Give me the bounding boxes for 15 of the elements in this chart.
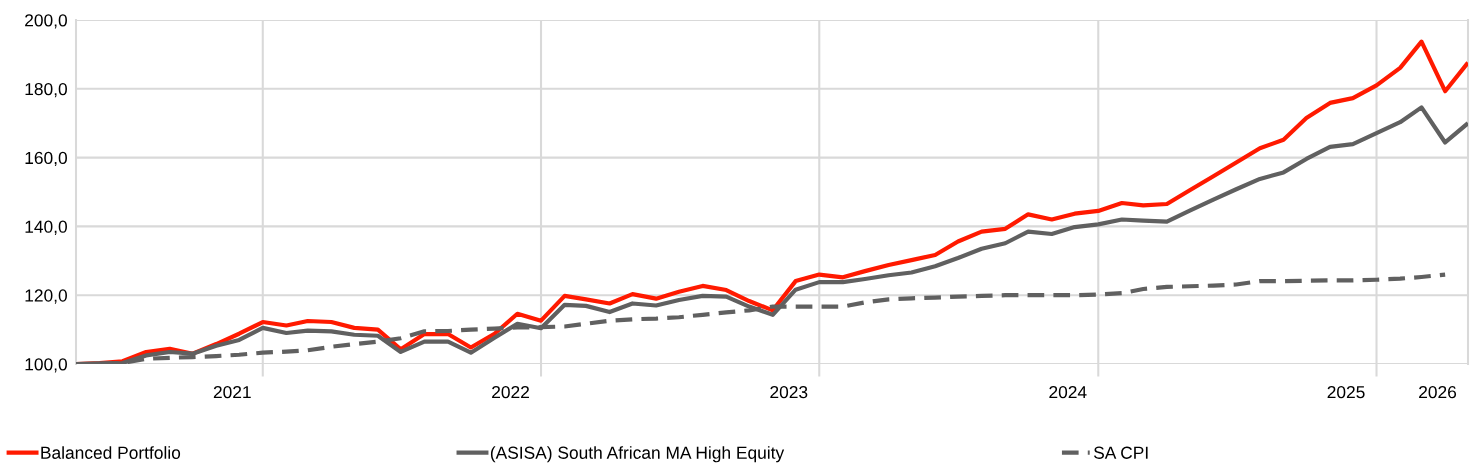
x-tick-label: 2024 [1049, 385, 1087, 399]
legend-label: (ASISA) South African MA High Equity [490, 446, 785, 463]
y-tick-label: 120,0 [25, 289, 67, 304]
y-tick-label: 160,0 [25, 151, 67, 167]
legend-label: Balanced Portfolio [41, 446, 181, 459]
legend-label: SA CPI [1093, 446, 1148, 459]
y-tick-label: 140,0 [25, 220, 67, 235]
y-tick-label: 180,0 [25, 82, 67, 98]
x-tick-label: 2023 [770, 385, 808, 399]
y-tick-label: 100,0 [25, 358, 67, 373]
x-tick-label: 2022 [492, 385, 529, 399]
y-tick-label: 200,0 [25, 14, 67, 29]
x-tick-label: 2025 [1327, 385, 1365, 399]
x-tick-label: 2026 [1419, 385, 1457, 399]
x-tick-label: 2021 [213, 385, 251, 399]
